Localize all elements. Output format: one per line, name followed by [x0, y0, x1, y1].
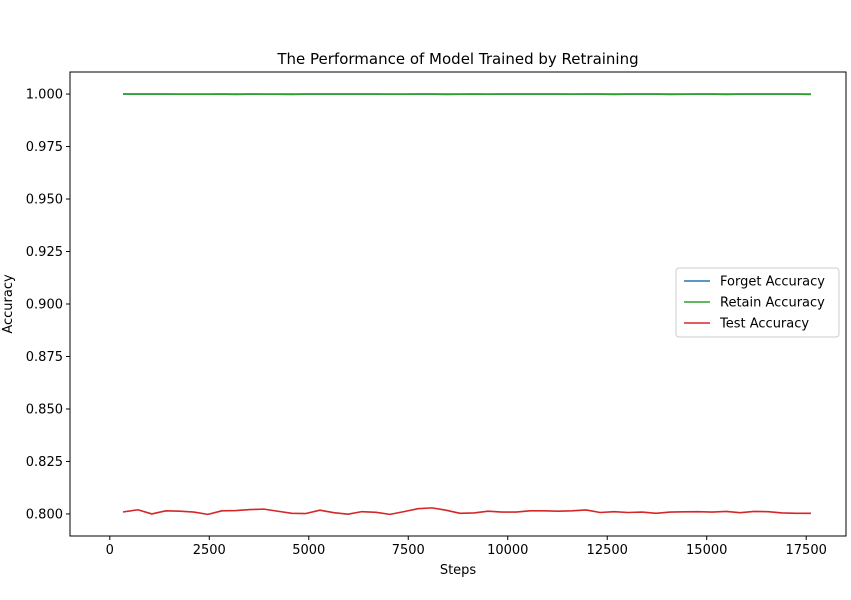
x-tick-label: 12500 [587, 543, 628, 558]
y-tick-label: 0.825 [26, 455, 63, 470]
x-axis: 0 2500 5000 7500 10000 12500 15000 17500 [106, 536, 827, 558]
x-tick-label: 2500 [193, 543, 226, 558]
legend: Forget Accuracy Retain Accuracy Test Accur… [675, 267, 840, 338]
y-axis: 0.800 0.825 0.850 0.875 0.900 0.925 0.950 0.975… [26, 88, 70, 522]
x-tick-label: 5000 [292, 543, 325, 558]
y-tick-label: 0.950 [26, 193, 63, 208]
y-tick-label: 0.800 [26, 507, 63, 522]
y-tick-label: 0.975 [26, 140, 63, 155]
y-tick-label: 0.900 [26, 298, 63, 313]
x-tick-label: 15000 [686, 543, 727, 558]
x-tick-label: 0 [106, 543, 114, 558]
y-tick-label: 1.000 [26, 88, 63, 103]
y-tick-label: 0.850 [26, 402, 63, 417]
legend-box [675, 267, 840, 338]
x-tick-label: 10000 [487, 543, 528, 558]
y-tick-label: 0.925 [26, 245, 63, 260]
chart-title: The Performance of Model Trained by Retr… [276, 50, 638, 68]
series-line-test-accuracy [122, 507, 811, 516]
y-axis-label: Accuracy [1, 274, 16, 334]
x-tick-label: 17500 [786, 543, 827, 558]
legend-label: Test Accuracy [719, 317, 809, 332]
x-axis-label: Steps [440, 563, 477, 578]
legend-label: Retain Accuracy [720, 296, 825, 311]
y-tick-label: 0.875 [26, 350, 63, 365]
legend-label: Forget Accuracy [720, 275, 825, 290]
series-layer [122, 93, 812, 516]
x-tick-label: 7500 [392, 543, 425, 558]
